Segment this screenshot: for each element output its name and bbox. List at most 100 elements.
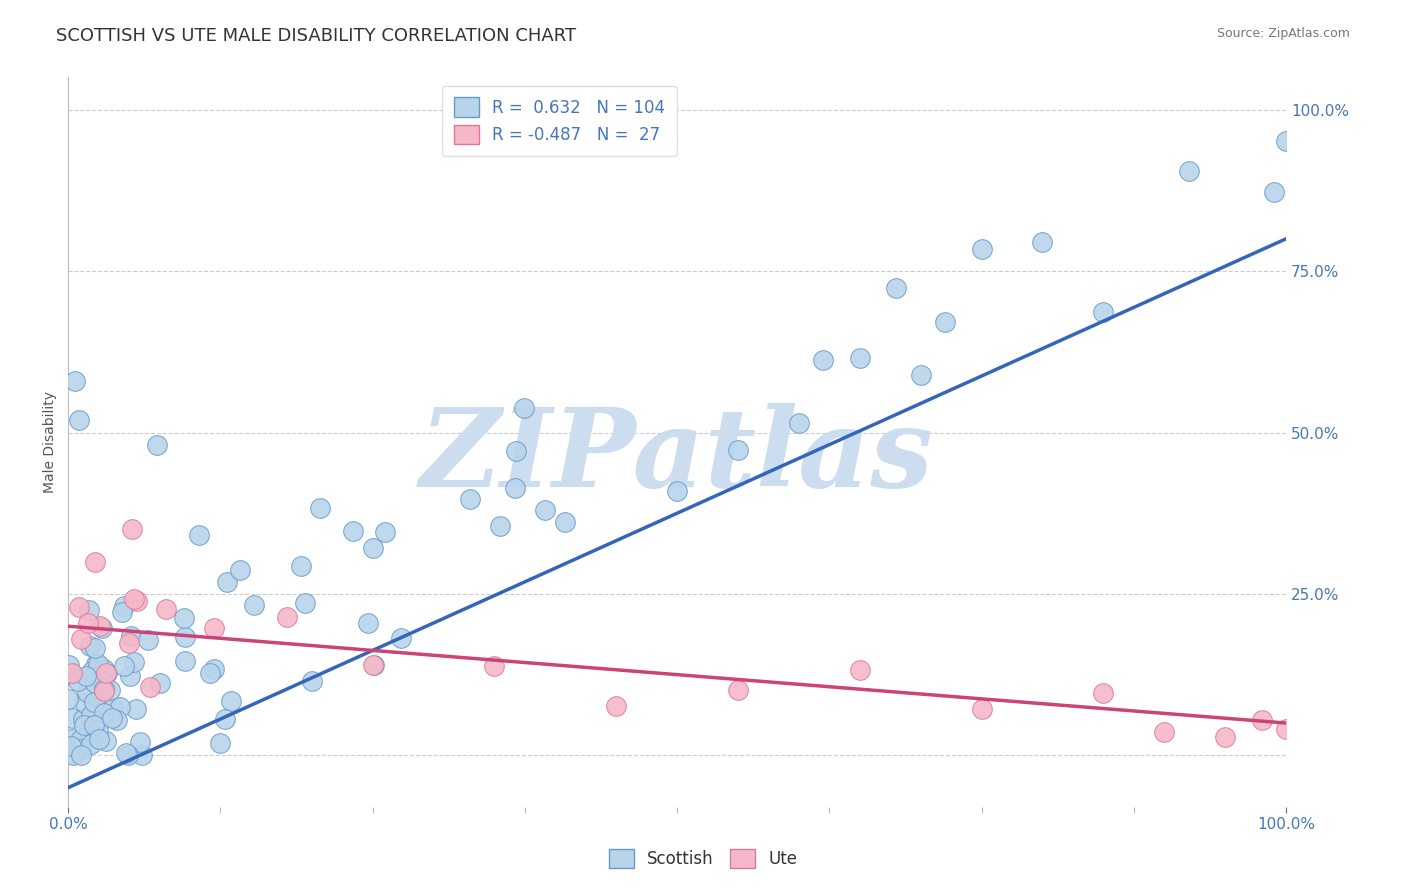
Point — [58, 657, 80, 672]
Point — [101, 711, 124, 725]
Point — [131, 748, 153, 763]
Point — [63, 374, 86, 388]
Point — [361, 657, 384, 672]
Point — [67, 599, 90, 614]
Point — [83, 695, 105, 709]
Point — [813, 353, 835, 368]
Point — [115, 746, 138, 760]
Point — [202, 662, 225, 676]
Point — [91, 621, 114, 635]
Point — [554, 515, 576, 529]
Point — [187, 527, 209, 541]
Point — [93, 706, 115, 720]
Point — [98, 683, 121, 698]
Point — [58, 692, 80, 706]
Point — [96, 666, 118, 681]
Point — [77, 615, 100, 630]
Point — [505, 443, 527, 458]
Point — [96, 665, 118, 680]
Point — [121, 522, 143, 536]
Point — [122, 591, 145, 606]
Point — [910, 368, 932, 382]
Point — [458, 492, 481, 507]
Point — [72, 712, 94, 726]
Point — [489, 518, 512, 533]
Point — [69, 632, 91, 647]
Point — [125, 702, 148, 716]
Point — [60, 666, 83, 681]
Point — [301, 673, 323, 688]
Text: ZIPatlas: ZIPatlas — [420, 403, 934, 510]
Point — [136, 632, 159, 647]
Point — [389, 631, 412, 645]
Point — [208, 736, 231, 750]
Point — [356, 616, 378, 631]
Point — [83, 718, 105, 732]
Point — [73, 696, 96, 710]
Point — [1263, 185, 1285, 199]
Point — [70, 742, 93, 756]
Point — [93, 682, 115, 697]
Point — [363, 657, 385, 672]
Point — [290, 559, 312, 574]
Point — [112, 599, 135, 614]
Point — [174, 654, 197, 668]
Point — [934, 315, 956, 329]
Point — [120, 629, 142, 643]
Point — [110, 699, 132, 714]
Point — [342, 524, 364, 539]
Legend: R =  0.632   N = 104, R = -0.487   N =  27: R = 0.632 N = 104, R = -0.487 N = 27 — [441, 86, 676, 156]
Legend: Scottish, Ute: Scottish, Ute — [602, 842, 804, 875]
Point — [727, 443, 749, 458]
Point — [60, 731, 83, 746]
Point — [66, 673, 89, 688]
Point — [87, 657, 110, 671]
Point — [117, 748, 139, 763]
Point — [122, 655, 145, 669]
Point — [309, 500, 332, 515]
Point — [94, 734, 117, 748]
Point — [84, 676, 107, 690]
Point — [93, 662, 115, 676]
Text: SCOTTISH VS UTE MALE DISABILITY CORRELATION CHART: SCOTTISH VS UTE MALE DISABILITY CORRELAT… — [56, 27, 576, 45]
Point — [125, 594, 148, 608]
Point — [1275, 135, 1298, 149]
Point — [174, 630, 197, 644]
Point — [76, 685, 98, 699]
Text: Source: ZipAtlas.com: Source: ZipAtlas.com — [1216, 27, 1350, 40]
Point — [1153, 724, 1175, 739]
Point — [70, 748, 93, 763]
Point — [67, 412, 90, 426]
Point — [128, 735, 150, 749]
Point — [86, 723, 108, 738]
Point — [202, 621, 225, 635]
Point — [276, 610, 298, 624]
Point — [87, 681, 110, 696]
Point — [146, 438, 169, 452]
Point — [149, 676, 172, 690]
Point — [118, 636, 141, 650]
Point — [80, 707, 103, 722]
Point — [173, 611, 195, 625]
Point — [503, 481, 526, 495]
Point — [111, 605, 134, 619]
Point — [533, 503, 555, 517]
Point — [214, 712, 236, 726]
Point — [80, 665, 103, 679]
Point — [1092, 305, 1115, 319]
Point — [101, 700, 124, 714]
Point — [89, 619, 111, 633]
Point — [105, 713, 128, 727]
Point — [89, 673, 111, 688]
Point — [80, 737, 103, 751]
Point — [112, 658, 135, 673]
Point — [69, 732, 91, 747]
Point — [484, 658, 506, 673]
Point — [970, 701, 993, 715]
Point — [59, 739, 82, 753]
Point — [155, 601, 177, 615]
Point — [138, 680, 160, 694]
Point — [217, 575, 239, 590]
Point — [884, 281, 907, 295]
Point — [93, 683, 115, 698]
